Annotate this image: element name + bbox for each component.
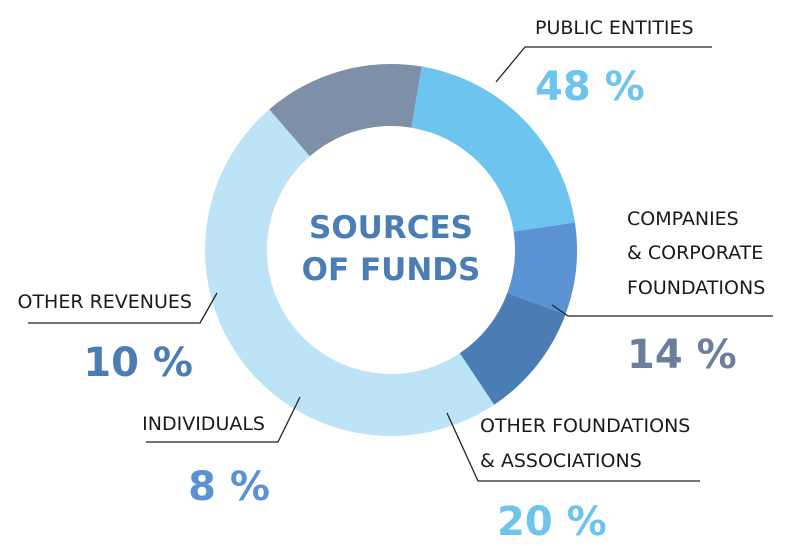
slice-2 — [269, 63, 422, 157]
slice-4 — [507, 222, 578, 315]
slice-label-2-line-1: COMPANIES — [627, 208, 739, 230]
slice-value-1: 48 % — [535, 64, 645, 110]
slice-value-4: 8 % — [188, 464, 270, 510]
center-title: SOURCES OF FUNDS — [302, 210, 481, 288]
slice-3 — [411, 66, 575, 232]
slice-5 — [459, 293, 566, 405]
slice-label-2-line-3: FOUNDATIONS — [627, 277, 765, 299]
center-title-line-2: OF FUNDS — [302, 252, 481, 288]
slice-value-5: 10 % — [83, 340, 193, 386]
slice-label-3-line-2: & ASSOCIATIONS — [480, 450, 642, 472]
slice-label-2-line-2: & CORPORATE — [627, 242, 763, 264]
leader-lines — [28, 46, 773, 482]
donut-slices — [205, 63, 578, 436]
slice-value-2: 14 % — [627, 332, 737, 378]
leader-line-1 — [495, 46, 712, 83]
leader-line-2 — [551, 304, 773, 317]
leader-line-3 — [446, 412, 700, 482]
leader-line-4 — [146, 396, 301, 443]
slice-label-4-line-1: INDIVIDUALS — [142, 413, 265, 435]
slice-labels: PUBLIC ENTITIES 48 % COMPANIES & CORPORATE F… — [18, 17, 766, 545]
slice-label-1-line-1: PUBLIC ENTITIES — [535, 17, 694, 39]
leader-line-5 — [28, 292, 218, 324]
slice-value-3: 20 % — [497, 499, 607, 545]
slice-label-5-line-1: OTHER REVENUES — [18, 291, 193, 313]
center-title-line-1: SOURCES — [309, 210, 473, 246]
slice-1 — [205, 109, 495, 436]
slice-label-3-line-1: OTHER FOUNDATIONS — [480, 415, 690, 437]
